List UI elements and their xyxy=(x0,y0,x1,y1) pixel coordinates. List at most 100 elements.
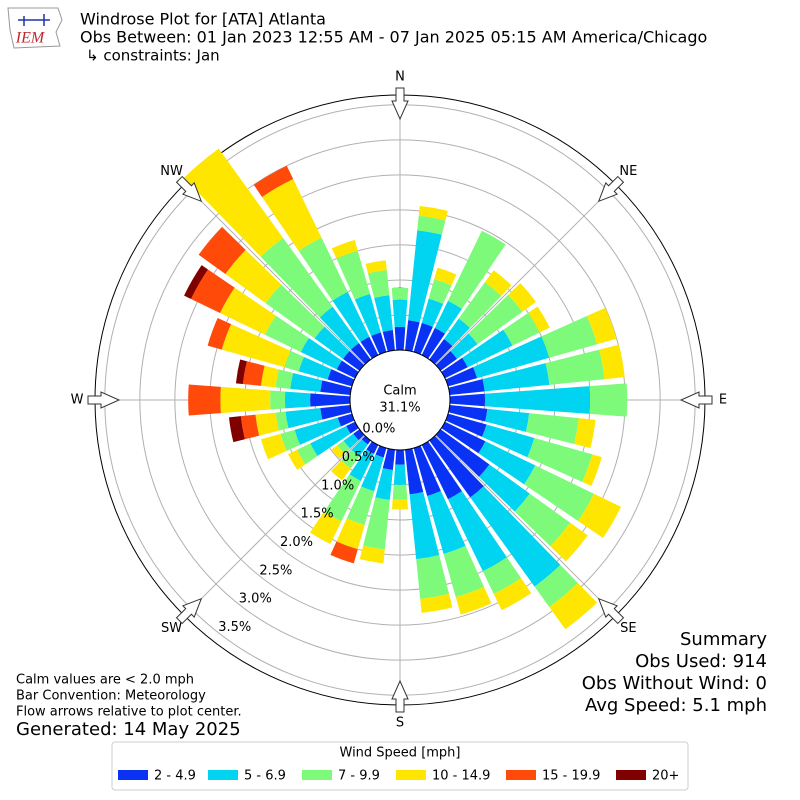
bar-segment xyxy=(458,282,502,328)
legend-swatch xyxy=(302,770,332,780)
compass-label: NW xyxy=(160,164,183,179)
bar-segment xyxy=(366,441,379,454)
constraints: ↳ constraints: Jan xyxy=(86,47,220,65)
compass-label: E xyxy=(719,393,727,408)
bar-segment xyxy=(503,312,540,346)
bar-segment xyxy=(240,414,260,440)
bar-segment xyxy=(391,287,409,300)
bar-segment xyxy=(375,468,393,500)
bar-segment xyxy=(367,270,390,298)
bar-segment xyxy=(421,327,446,359)
bar-segment xyxy=(441,357,468,379)
summary-line: Obs Without Wind: 0 xyxy=(582,673,767,694)
legend-swatch xyxy=(506,770,536,780)
bar-segment xyxy=(468,294,523,345)
bar-segment xyxy=(330,460,351,481)
bar-segment xyxy=(235,359,247,385)
r-tick-label: 3.5% xyxy=(218,620,251,635)
bar-segment xyxy=(361,435,371,445)
bar-segment xyxy=(443,545,484,598)
bar-segment xyxy=(354,293,381,336)
r-tick-label: 0.0% xyxy=(362,422,395,437)
bar-segment xyxy=(320,380,352,395)
bar-segment xyxy=(428,279,452,304)
bar-segment xyxy=(261,365,279,388)
bar-segment xyxy=(346,421,359,434)
bar-segment xyxy=(294,417,341,445)
compass-label: SW xyxy=(161,621,182,636)
flow-arrow xyxy=(391,679,409,713)
bar-segment xyxy=(220,287,276,335)
bar-segment xyxy=(300,338,342,370)
legend-label: 10 - 14.9 xyxy=(432,769,490,784)
bar-segment xyxy=(346,486,375,525)
bar-segment xyxy=(484,386,591,414)
r-tick-label: 1.5% xyxy=(301,507,334,522)
bar-segment xyxy=(188,384,221,416)
bar-segment xyxy=(349,449,374,481)
bar-segment xyxy=(484,270,512,296)
bar-segment xyxy=(275,369,294,389)
bar-segment xyxy=(473,336,550,379)
spoke xyxy=(183,183,365,365)
bar-segment xyxy=(280,429,301,451)
bar-segment xyxy=(228,416,245,443)
bar-segment xyxy=(413,322,433,355)
legend-title: Wind Speed [mph] xyxy=(340,746,461,761)
logo: IEM xyxy=(7,7,63,49)
bar-segment xyxy=(342,350,365,371)
bar-segment xyxy=(479,464,530,512)
bar-segment xyxy=(343,433,359,449)
summary-line: Summary xyxy=(680,629,767,650)
bar-segment xyxy=(184,265,208,299)
bar-segment xyxy=(262,179,322,251)
bar-segment xyxy=(435,350,458,371)
bar-segment xyxy=(374,295,393,332)
bar-segment xyxy=(578,493,621,538)
note: Calm values are < 2.0 mph xyxy=(16,673,194,688)
legend-swatch xyxy=(616,770,646,780)
bar-segment xyxy=(284,350,304,372)
flow-arrow xyxy=(597,175,625,203)
spoke xyxy=(435,435,617,617)
bar-segment xyxy=(470,486,561,587)
bar-segment xyxy=(361,454,384,492)
bar-segment xyxy=(183,148,284,257)
bar-segment xyxy=(337,413,355,427)
bar-segment xyxy=(382,448,395,470)
bar-segment xyxy=(447,491,507,572)
bar-segment xyxy=(405,448,424,495)
flow-arrow xyxy=(679,391,713,409)
bar-segment xyxy=(599,344,625,380)
bar-segment xyxy=(392,484,408,500)
r-tick-label: 3.0% xyxy=(239,592,272,607)
logo-text: IEM xyxy=(15,30,46,47)
bar-segment xyxy=(298,237,348,301)
bar-segment xyxy=(429,435,484,498)
bar-segment xyxy=(549,582,598,630)
bar-segment xyxy=(260,237,333,318)
bar-segment xyxy=(310,511,342,545)
bar-segment xyxy=(382,330,395,352)
legend-label: 20+ xyxy=(652,769,679,784)
compass-label: NE xyxy=(619,164,637,179)
bar-segment xyxy=(198,226,246,275)
bar-segment xyxy=(482,557,522,594)
bar-segment xyxy=(221,324,291,368)
bar-segment xyxy=(392,299,408,328)
bar-segment xyxy=(482,363,550,392)
bar-segment xyxy=(445,367,478,387)
bar-segment xyxy=(190,269,235,313)
bar-segment xyxy=(360,336,379,359)
bar-segment xyxy=(296,443,318,465)
bar-segment xyxy=(582,454,602,486)
bar-segment xyxy=(421,298,444,327)
compass-label: N xyxy=(395,70,405,85)
bar-segment xyxy=(445,413,487,437)
bar-segment xyxy=(341,449,360,469)
bar-segment xyxy=(264,315,309,353)
bar-segment xyxy=(332,291,370,342)
spoke xyxy=(183,435,365,617)
